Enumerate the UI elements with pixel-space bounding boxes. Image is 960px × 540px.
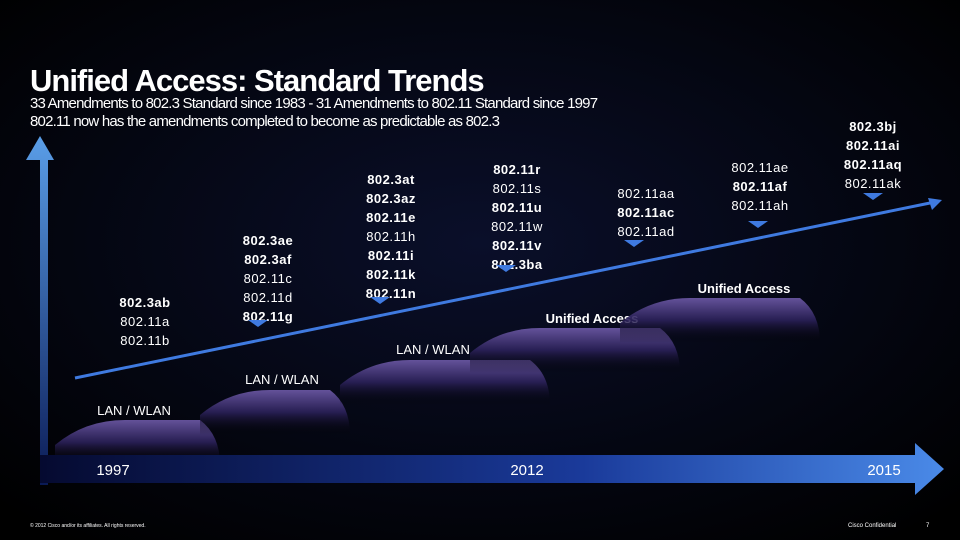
wave-label: Unified Access <box>698 281 791 296</box>
trend-line <box>74 201 931 380</box>
marker <box>863 193 883 200</box>
title: Unified Access: Standard Trends <box>30 63 484 98</box>
standard: 802.11v <box>492 238 542 253</box>
standard: 802.3af <box>244 252 292 267</box>
year: 2015 <box>867 462 900 479</box>
marker <box>624 240 644 247</box>
standard: 802.11aa <box>617 186 675 201</box>
standard: 802.11af <box>733 179 788 194</box>
standard: 802.11ai <box>846 138 900 153</box>
standard: 802.3ae <box>243 233 294 248</box>
wave <box>55 420 220 465</box>
standard: 802.3bj <box>849 119 897 134</box>
standard: 802.3ba <box>491 257 542 272</box>
standard: 802.11d <box>243 290 293 305</box>
copyright: © 2012 Cisco and/or its affiliates. All … <box>30 522 146 529</box>
standard: 802.11ak <box>845 176 902 191</box>
marker <box>248 320 268 327</box>
standard: 802.11h <box>366 229 416 244</box>
subtitle: 802.11 now has the amendments completed … <box>30 113 500 130</box>
standard: 802.11r <box>493 162 541 177</box>
standard: 802.11b <box>120 333 170 348</box>
standard: 802.11ah <box>731 198 788 213</box>
wave-label: LAN / WLAN <box>245 372 319 387</box>
standard: 802.11e <box>366 210 416 225</box>
standard: 802.11w <box>491 219 543 234</box>
timeline-years: 1997 2012 2015 <box>96 462 900 479</box>
wave-label: LAN / WLAN <box>97 403 171 418</box>
page-number: 7 <box>926 523 930 529</box>
standards: 802.3ab 802.11a 802.11b 802.3ae 802.3af 802.1… <box>119 119 902 348</box>
standard: 802.3ab <box>119 295 170 310</box>
standard: 802.11g <box>243 309 294 324</box>
trend-arrowhead <box>928 198 942 210</box>
year: 2012 <box>510 462 543 479</box>
standard: 802.11u <box>492 200 543 215</box>
timeline-arrow <box>40 443 944 495</box>
subtitle: 33 Amendments to 802.3 Standard since 19… <box>30 95 598 112</box>
wave <box>620 298 820 343</box>
standard: 802.11a <box>120 314 170 329</box>
standard: 802.3az <box>366 191 416 206</box>
standard: 802.11ae <box>731 160 788 175</box>
standard: 802.11c <box>244 271 293 286</box>
standard: 802.11ac <box>617 205 675 220</box>
year: 1997 <box>96 462 129 479</box>
standard: 802.11aq <box>844 157 902 172</box>
wave-label: LAN / WLAN <box>396 342 470 357</box>
confidential: Cisco Confidential <box>848 523 896 529</box>
waves: LAN / WLAN LAN / WLAN LAN / WLAN Unified Ac… <box>55 281 820 465</box>
vertical-arrow <box>26 136 54 485</box>
wave <box>200 390 350 435</box>
standard: 802.11ad <box>617 224 674 239</box>
standard: 802.3at <box>367 172 415 187</box>
standard: 802.11s <box>493 181 542 196</box>
wave-label: Unified Access <box>546 311 639 326</box>
marker <box>748 221 768 228</box>
marker <box>370 297 390 304</box>
marker <box>496 265 516 272</box>
standard: 802.11k <box>366 267 416 282</box>
standard: 802.11i <box>368 248 414 263</box>
